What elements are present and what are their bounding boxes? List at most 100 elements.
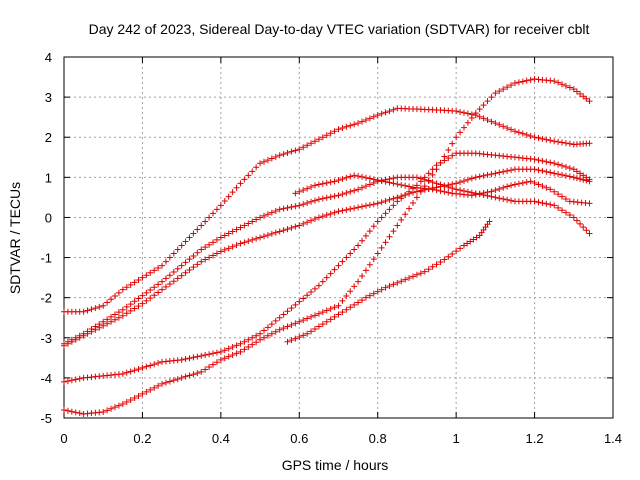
data-point — [190, 264, 197, 271]
data-point — [351, 283, 358, 290]
data-point — [406, 183, 413, 190]
data-point — [260, 334, 267, 341]
data-point — [108, 313, 115, 320]
data-point — [486, 218, 493, 225]
data-point — [280, 205, 287, 212]
data-point — [253, 332, 260, 339]
data-point — [331, 304, 338, 311]
data-point — [276, 326, 283, 333]
data-point — [147, 269, 154, 276]
data-point — [182, 373, 189, 380]
x-tick-label: 1.2 — [526, 431, 544, 446]
data-point — [253, 216, 260, 223]
data-point — [221, 246, 228, 253]
data-point — [527, 133, 534, 140]
data-point — [217, 202, 224, 209]
data-point — [96, 303, 103, 310]
data-point — [178, 262, 185, 269]
data-point — [288, 305, 295, 312]
data-point — [245, 336, 252, 343]
series-s3 — [61, 174, 593, 347]
data-point — [76, 332, 83, 339]
data-point — [123, 369, 130, 376]
data-point — [539, 167, 546, 174]
data-point — [551, 202, 558, 209]
data-point — [194, 353, 201, 360]
data-point — [366, 292, 373, 299]
data-point — [292, 335, 299, 342]
data-point — [241, 346, 248, 353]
data-point — [378, 110, 385, 117]
data-point — [92, 323, 99, 330]
data-point — [147, 287, 154, 294]
data-point — [355, 299, 362, 306]
data-point — [257, 336, 264, 343]
data-point — [300, 201, 307, 208]
data-point — [300, 332, 307, 339]
data-point — [292, 147, 299, 154]
data-point — [351, 187, 358, 194]
data-point — [182, 356, 189, 363]
data-point — [241, 239, 248, 246]
data-point — [111, 404, 118, 411]
data-point — [531, 179, 538, 186]
data-point — [441, 153, 448, 160]
data-point — [425, 170, 432, 177]
data-point — [508, 167, 515, 174]
data-point — [339, 297, 346, 304]
data-point — [449, 152, 456, 159]
data-point — [335, 311, 342, 318]
data-point — [268, 330, 275, 337]
data-point — [84, 307, 91, 314]
data-point — [445, 253, 452, 260]
data-point — [198, 368, 205, 375]
data-point — [186, 256, 193, 263]
data-point — [374, 200, 381, 207]
data-point — [468, 192, 475, 199]
data-point — [402, 182, 409, 189]
data-point — [480, 189, 487, 196]
data-point — [555, 171, 562, 178]
data-point — [464, 110, 471, 117]
data-point — [386, 108, 393, 115]
data-point — [276, 206, 283, 213]
data-point — [449, 140, 456, 147]
data-point — [257, 330, 264, 337]
data-point — [237, 340, 244, 347]
data-point — [186, 234, 193, 241]
data-point — [425, 177, 432, 184]
data-point — [386, 283, 393, 290]
data-point — [339, 191, 346, 198]
data-point — [343, 206, 350, 213]
data-point — [417, 270, 424, 277]
data-point — [355, 120, 362, 127]
data-point — [390, 228, 397, 235]
data-point — [190, 252, 197, 259]
data-point — [555, 161, 562, 168]
data-point — [135, 277, 142, 284]
y-tick-label: -5 — [40, 411, 52, 426]
data-point — [573, 175, 580, 182]
data-point — [229, 189, 236, 196]
data-point — [296, 298, 303, 305]
data-point — [304, 185, 311, 192]
data-point — [457, 129, 464, 136]
data-point — [147, 362, 154, 369]
data-point — [284, 226, 291, 233]
data-point — [586, 140, 593, 147]
data-point — [382, 178, 389, 185]
data-point — [311, 312, 318, 319]
data-point — [453, 180, 460, 187]
data-point — [300, 295, 307, 302]
data-point — [347, 304, 354, 311]
data-point — [500, 86, 507, 93]
data-point — [476, 173, 483, 180]
data-point — [406, 188, 413, 195]
data-point — [170, 278, 177, 285]
data-point — [260, 158, 267, 165]
data-point — [347, 188, 354, 195]
data-point — [559, 139, 566, 146]
data-point — [539, 157, 546, 164]
data-point — [370, 201, 377, 208]
data-point — [327, 316, 334, 323]
